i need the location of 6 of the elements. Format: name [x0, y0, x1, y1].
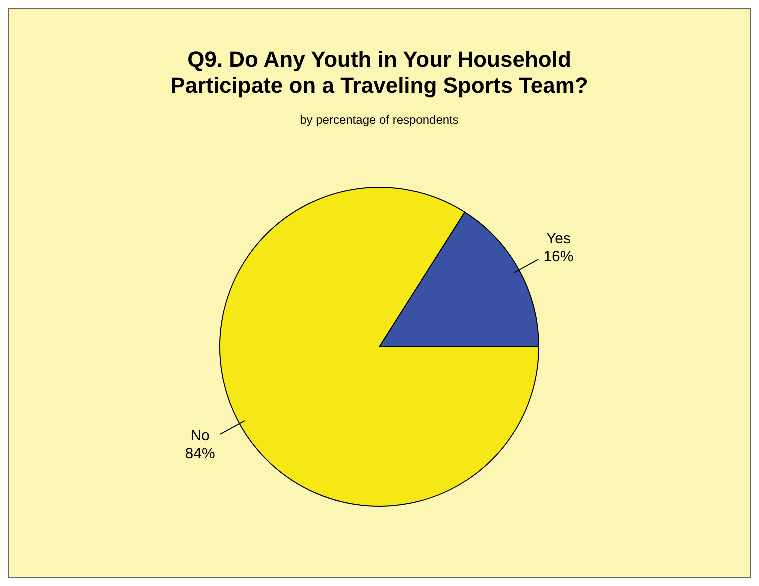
chart-title: Q9. Do Any Youth in Your Household Participate on a Traveling Sports Team? — [170, 46, 590, 99]
slice-label: Yes — [546, 230, 571, 248]
chart-subtitle: by percentage of respondents — [299, 113, 460, 127]
data-label: 16% — [544, 248, 574, 266]
slice-label: No — [190, 428, 210, 445]
data-label: 84% — [185, 446, 216, 463]
